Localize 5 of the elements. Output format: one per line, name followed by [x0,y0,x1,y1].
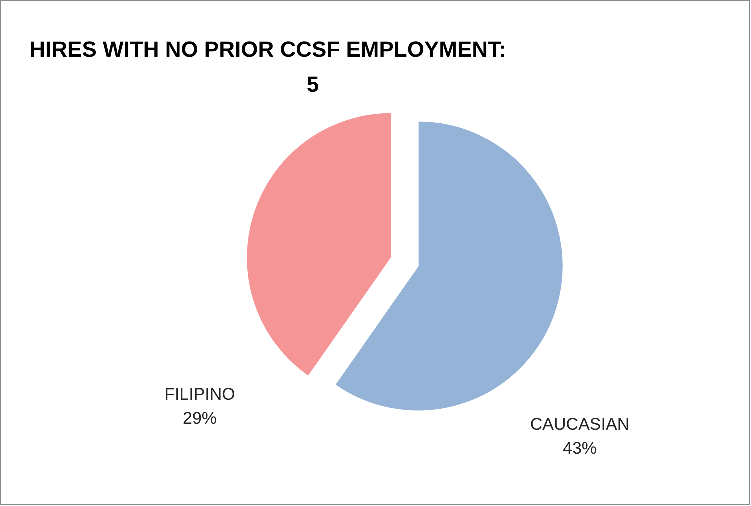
slice-label: FILIPINO [164,385,236,404]
data-label: 43% [562,439,598,458]
data-label: 29% [182,409,218,428]
slice-label: CAUCASIAN [530,415,630,434]
chart-title: HIRES WITH NO PRIOR CCSF EMPLOYMENT: 5 [30,37,506,97]
